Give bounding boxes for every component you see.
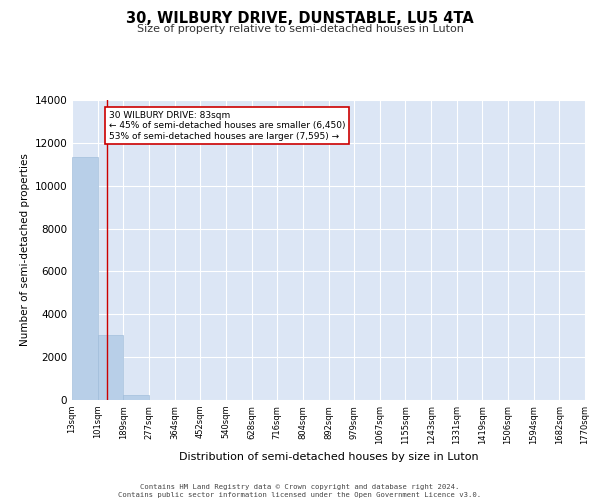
Text: Contains HM Land Registry data © Crown copyright and database right 2024.
Contai: Contains HM Land Registry data © Crown c… xyxy=(118,484,482,498)
Text: 30, WILBURY DRIVE, DUNSTABLE, LU5 4TA: 30, WILBURY DRIVE, DUNSTABLE, LU5 4TA xyxy=(126,11,474,26)
Bar xyxy=(124,394,149,400)
Bar xyxy=(98,334,124,400)
X-axis label: Distribution of semi-detached houses by size in Luton: Distribution of semi-detached houses by … xyxy=(179,452,478,462)
Bar xyxy=(72,157,98,400)
Text: Size of property relative to semi-detached houses in Luton: Size of property relative to semi-detach… xyxy=(137,24,463,34)
Text: 30 WILBURY DRIVE: 83sqm
← 45% of semi-detached houses are smaller (6,450)
53% of: 30 WILBURY DRIVE: 83sqm ← 45% of semi-de… xyxy=(109,110,345,140)
Y-axis label: Number of semi-detached properties: Number of semi-detached properties xyxy=(20,154,30,346)
